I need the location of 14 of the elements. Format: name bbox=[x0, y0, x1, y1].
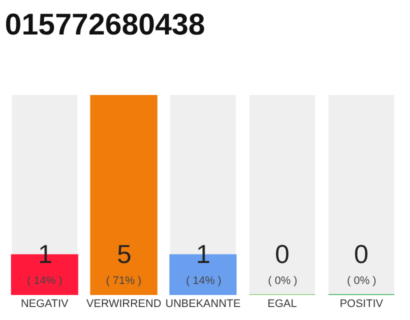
x-tick-label: EGAL bbox=[268, 298, 297, 310]
data-label: 0 bbox=[354, 239, 368, 269]
annotation: ( 14% ) bbox=[186, 275, 222, 287]
x-tick-label: POSITIV bbox=[340, 298, 384, 310]
x-tick-label: VERWIRREND bbox=[86, 298, 162, 310]
annotation: ( 0% ) bbox=[347, 275, 376, 287]
data-label: 0 bbox=[275, 239, 290, 269]
annotation: ( 71% ) bbox=[106, 275, 142, 287]
data-label: 5 bbox=[117, 239, 132, 269]
chart-title: 015772680438 bbox=[4, 8, 206, 42]
x-tick-label: NEGATIV bbox=[20, 298, 69, 310]
annotation: ( 14% ) bbox=[27, 275, 62, 287]
annotation: ( 0% ) bbox=[268, 275, 298, 287]
x-tick-label: UNBEKANNTE bbox=[165, 298, 241, 310]
